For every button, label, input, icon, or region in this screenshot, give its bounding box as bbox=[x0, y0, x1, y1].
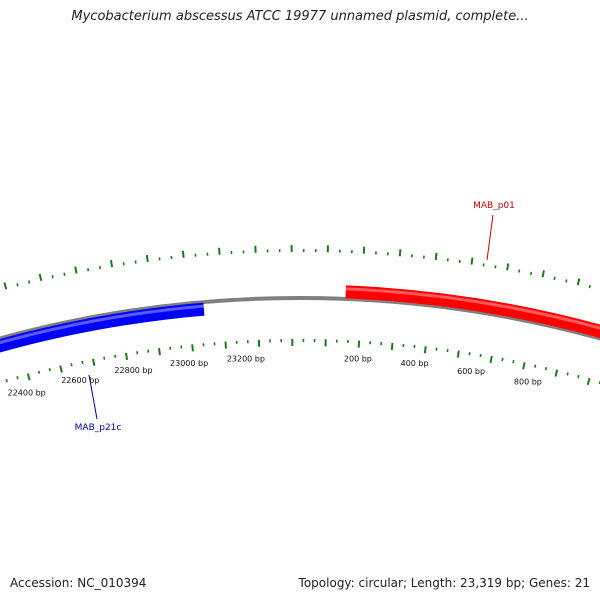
plasmid-backbone bbox=[0, 295, 600, 341]
minor-tick bbox=[566, 372, 569, 376]
position-label: 22600 bp bbox=[61, 376, 99, 385]
minor-tick bbox=[98, 265, 101, 270]
minor-tick bbox=[5, 379, 8, 383]
minor-tick bbox=[37, 370, 41, 374]
major-tick bbox=[434, 252, 438, 260]
summary-text: Topology: circular; Length: 23,319 bp; G… bbox=[298, 576, 590, 590]
major-tick bbox=[158, 348, 161, 356]
major-tick bbox=[489, 355, 493, 364]
gene-label-MAB_p01[interactable]: MAB_p01 bbox=[473, 201, 515, 211]
minor-tick bbox=[534, 364, 537, 368]
minor-tick bbox=[553, 276, 556, 280]
major-tick bbox=[541, 270, 545, 278]
position-label: 800 bp bbox=[514, 378, 542, 387]
major-tick bbox=[470, 257, 474, 265]
minor-tick bbox=[501, 357, 504, 362]
major-tick bbox=[26, 373, 31, 381]
major-tick bbox=[390, 342, 394, 350]
major-tick bbox=[145, 254, 149, 263]
minor-tick bbox=[588, 284, 591, 289]
gene-label-leader bbox=[88, 374, 98, 420]
minor-tick bbox=[565, 279, 568, 283]
major-tick bbox=[554, 369, 559, 377]
position-label: 400 bp bbox=[401, 359, 429, 368]
major-tick bbox=[124, 352, 129, 361]
gene-arc-highlight bbox=[0, 304, 204, 345]
major-tick bbox=[576, 278, 581, 286]
major-tick bbox=[456, 350, 460, 358]
minor-tick bbox=[16, 376, 19, 380]
gene-arc-MAB_p01[interactable] bbox=[345, 285, 600, 339]
minor-tick bbox=[81, 360, 84, 365]
major-tick bbox=[92, 358, 96, 366]
major-tick bbox=[59, 365, 63, 373]
major-tick bbox=[398, 249, 402, 257]
minor-tick bbox=[512, 359, 515, 364]
gene-arc-highlight bbox=[345, 287, 600, 330]
inner-tick-ring bbox=[5, 339, 600, 386]
minor-tick bbox=[529, 271, 533, 275]
minor-tick bbox=[518, 269, 521, 273]
gene-label-leader bbox=[486, 214, 494, 261]
major-tick bbox=[74, 266, 78, 274]
minor-tick bbox=[16, 283, 19, 287]
position-label: 200 bp bbox=[344, 355, 372, 364]
major-tick bbox=[423, 346, 427, 354]
minor-tick bbox=[577, 375, 580, 379]
gene-arc-MAB_p21c[interactable] bbox=[0, 302, 205, 360]
major-tick bbox=[3, 282, 8, 290]
position-label: 23000 bp bbox=[170, 359, 208, 368]
minor-tick bbox=[544, 366, 548, 371]
minor-tick bbox=[103, 356, 106, 360]
position-labels: 22400 bp 22600 bp 22800 bp 23000 bp 23200 bp… bbox=[8, 354, 542, 397]
position-label: 22800 bp bbox=[114, 366, 152, 375]
map-title: Mycobacterium abscessus ATCC 19977 unnam… bbox=[71, 9, 529, 24]
major-tick bbox=[506, 263, 510, 271]
position-label: 600 bp bbox=[457, 367, 485, 376]
minor-tick bbox=[63, 272, 66, 276]
minor-tick bbox=[28, 280, 31, 284]
major-tick bbox=[181, 250, 185, 258]
accession-text: Accession: NC_010394 bbox=[10, 576, 147, 590]
position-label: 23200 bp bbox=[227, 354, 265, 363]
minor-tick bbox=[479, 353, 482, 358]
gene-label-MAB_p21c[interactable]: MAB_p21c bbox=[75, 423, 122, 433]
minor-tick bbox=[87, 268, 90, 272]
major-tick bbox=[38, 273, 43, 281]
minor-tick bbox=[51, 275, 54, 279]
major-tick bbox=[586, 377, 591, 386]
major-tick bbox=[109, 260, 114, 268]
outer-tick-ring bbox=[3, 245, 591, 290]
minor-tick bbox=[114, 354, 117, 358]
position-label: 22400 bp bbox=[8, 389, 46, 398]
minor-tick bbox=[70, 363, 73, 367]
major-tick bbox=[522, 362, 526, 370]
major-tick bbox=[191, 344, 194, 352]
minor-tick bbox=[48, 367, 51, 372]
